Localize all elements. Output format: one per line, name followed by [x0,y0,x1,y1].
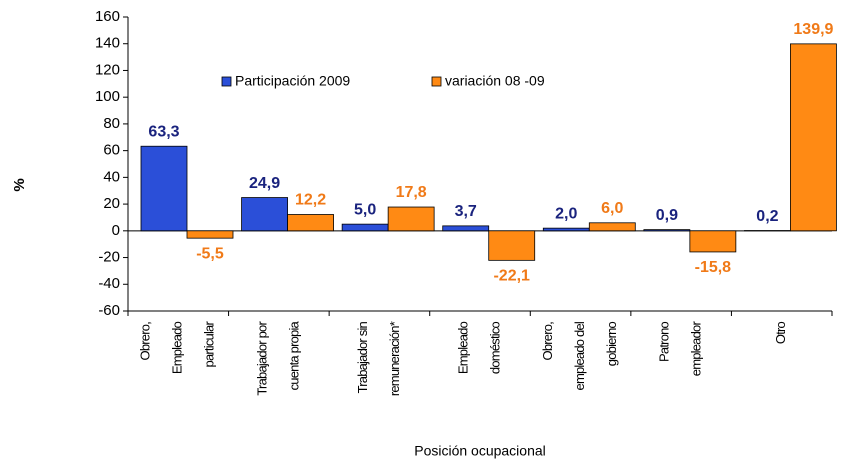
y-tick-label: -40 [98,275,120,292]
x-tick-label: cuenta propia [286,320,301,390]
value-label: 3,7 [455,203,477,220]
x-tick-label: Trabajador por [254,321,269,396]
y-tick-label: 120 [95,61,120,78]
y-tick-label: 60 [103,142,120,159]
bar [140,145,188,232]
bar [341,223,389,232]
value-label: 0,9 [656,207,678,224]
bar [488,230,536,261]
bar [287,214,334,232]
value-label: 139,9 [793,21,833,38]
value-label: -5,5 [196,245,224,262]
value-label: 24,9 [249,175,280,192]
legend-swatch [431,76,442,87]
y-tick-label: 100 [95,88,120,105]
value-label: 6,0 [601,200,623,217]
value-label: 5,0 [354,201,376,218]
y-tick-label: -20 [98,249,120,266]
value-label: -15,8 [695,259,732,276]
y-tick-label: 80 [103,115,120,132]
x-tick-label: doméstico [487,321,502,374]
y-tick-label: 140 [95,35,120,52]
value-label: 12,2 [295,192,326,209]
bar [542,227,590,232]
x-tick-label: empleado del [572,321,587,390]
legend-label: variación 08 -09 [445,73,545,89]
x-tick-label: Obrero, [138,322,153,361]
x-tick-label: particular [202,321,217,368]
y-axis-title: % [11,178,28,191]
x-tick-label: Trabajador sin [355,321,370,393]
legend-swatch [221,76,232,87]
bar [689,230,737,253]
value-label: 17,8 [396,184,427,201]
x-tick-label: gobierno [604,321,619,366]
bar [186,230,234,239]
legend-label: Participación 2009 [235,73,350,89]
bar [588,222,636,232]
x-tick-label: Empleado [455,321,470,374]
y-tick-label: 160 [95,8,120,25]
value-label: 0,2 [756,208,778,225]
value-label: -22,1 [493,268,530,285]
bar [241,197,288,232]
x-tick-label: Empleado [170,321,185,374]
y-tick-label: 20 [103,195,120,212]
x-tick-label: Patrono [657,321,672,362]
x-axis-title: Posición ocupacional [414,443,546,459]
x-tick-label: empleador [689,321,704,377]
x-tick-label: remuneración* [387,321,402,396]
bar [387,206,435,232]
x-tick-label: Otro [773,321,788,344]
y-tick-label: 0 [112,222,120,239]
bar [643,229,691,232]
value-label: 63,3 [148,123,179,140]
bar [790,43,837,232]
value-label: 2,0 [555,205,577,222]
bar [442,225,490,232]
y-tick-label: 40 [103,168,120,185]
x-tick-label: Obrero, [540,322,555,361]
y-tick-label: -60 [98,302,120,319]
